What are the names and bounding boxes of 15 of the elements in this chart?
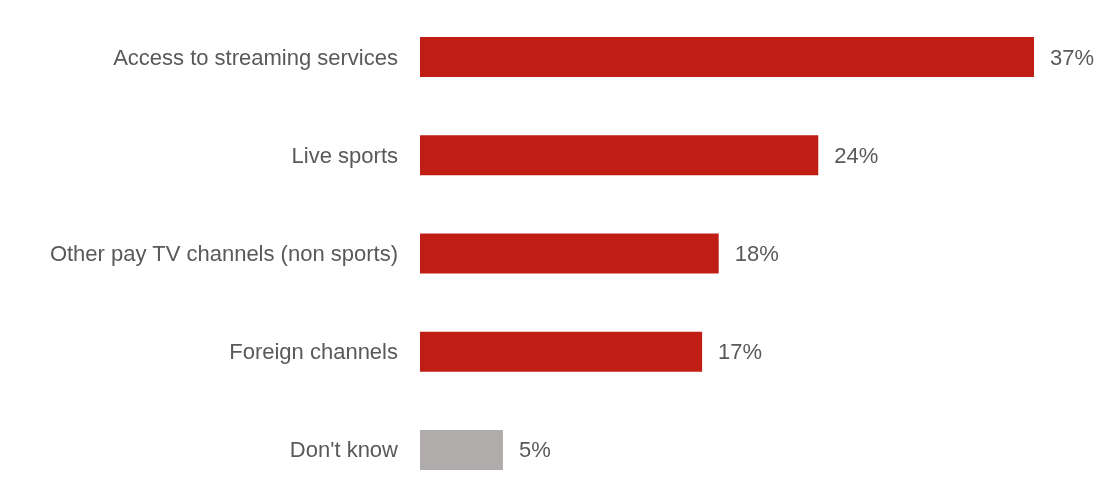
data-label: 18% xyxy=(734,241,779,266)
data-label: 37% xyxy=(1050,44,1095,70)
data-label: 5% xyxy=(518,437,551,463)
bar xyxy=(420,233,719,274)
bar xyxy=(420,331,703,372)
data-label: 17% xyxy=(718,339,763,365)
y-tick-label: Don't know xyxy=(289,437,399,463)
y-tick-label: Access to streaming services xyxy=(113,44,398,70)
y-tick-label: Other pay TV channels (non sports) xyxy=(49,241,398,266)
y-tick-label: Live sports xyxy=(291,142,398,168)
bar xyxy=(420,135,819,176)
bar xyxy=(420,37,1034,78)
y-tick-label: Foreign channels xyxy=(229,339,398,365)
data-label: 24% xyxy=(834,142,879,168)
bar xyxy=(420,429,503,470)
